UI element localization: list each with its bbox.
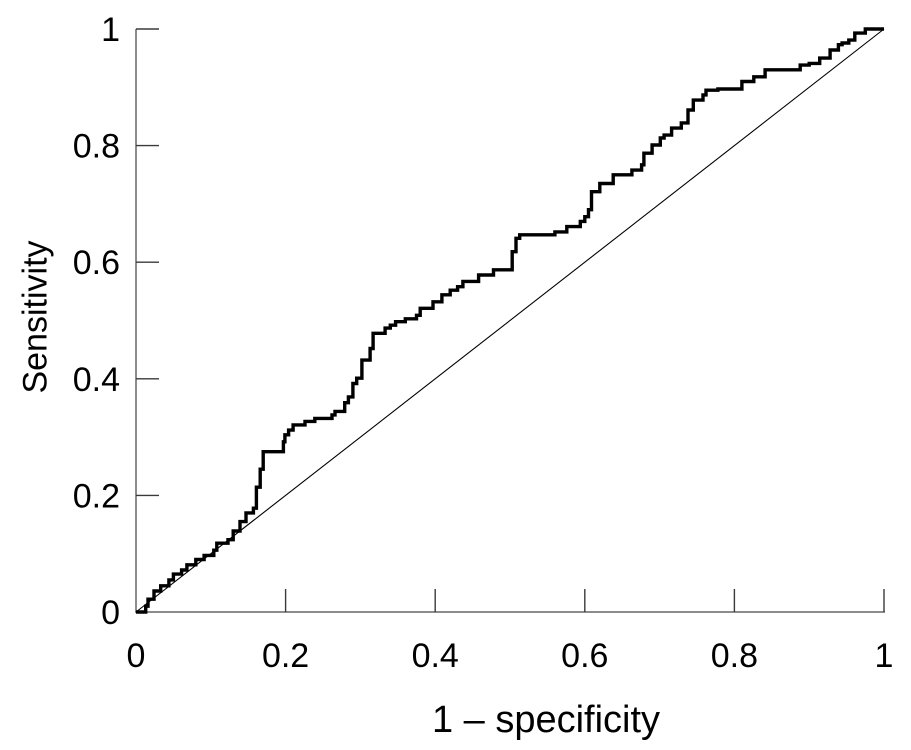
x-tick-label: 0: [127, 637, 146, 675]
y-tick-label: 0.2: [73, 477, 120, 515]
y-tick-label: 0: [101, 594, 120, 632]
y-axis-title: Sensitivity: [16, 240, 55, 394]
y-tick-label: 1: [101, 11, 120, 49]
y-tick-label: 0.8: [73, 128, 120, 166]
x-axis-title: 1 – specificity: [431, 699, 661, 741]
x-tick-label: 0.2: [262, 637, 309, 675]
x-tick-label: 0.8: [711, 637, 758, 675]
x-tick-label: 1: [875, 637, 894, 675]
x-tick-label: 0.6: [561, 637, 608, 675]
roc-curve-path: [136, 27, 884, 614]
y-tick-label: 0.6: [73, 244, 120, 282]
diagonal-reference-line: [135, 28, 885, 613]
x-tick-label: 0.4: [412, 637, 459, 675]
y-tick-label: 0.4: [73, 361, 120, 399]
